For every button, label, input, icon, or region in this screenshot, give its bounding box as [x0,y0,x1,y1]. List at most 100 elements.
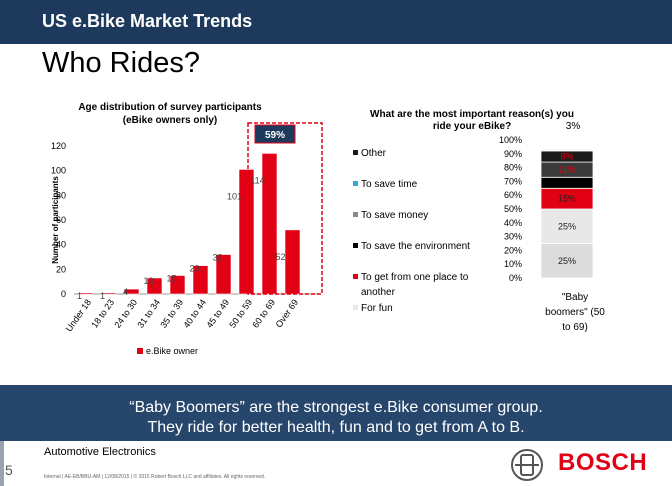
page-number: 5 [5,462,13,478]
key-finding-text: “Baby Boomers” are the strongest e.Bike … [0,398,672,438]
age-y-tick-3: 60 [56,215,66,225]
reason-legend-swatch-1 [353,181,358,186]
reason-segment-label-1: 25% [558,221,576,231]
reason-legend-label-1: To save time [361,179,418,190]
reason-segment-label-0: 25% [558,256,576,266]
reason-segment-0 [540,243,594,279]
age-y-tick-4: 80 [56,190,66,200]
age-distribution-chart: Age distribution of survey participants … [51,102,323,356]
reason-chart-data-labels: 25% 25% 15% 11% 8% [558,152,576,266]
age-y-tick-0: 0 [61,289,66,299]
header-title: US e.Bike Market Trends [42,11,253,31]
age-x-tick-9: Over 69 [274,297,301,329]
reason-y-tick-10: 100% [499,135,522,145]
bosch-logo-icon [511,449,543,481]
page-title: Who Rides? [42,47,200,79]
reason-segment-3 [540,176,594,189]
age-bar-7 [238,169,255,295]
reason-category-line-2: to 69) [562,322,588,333]
age-bar-label-5: 23 [189,264,199,274]
age-y-tick-2: 40 [56,240,66,250]
majority-highlight-box [247,122,323,295]
age-x-tick-0: Under 18 [64,297,93,333]
header-bar [0,0,672,44]
reason-legend-label-2: To save money [361,210,428,221]
reason-chart-legend: Other To save time To save money To save th… [353,148,470,314]
reason-legend-swatch-0 [353,150,358,155]
reason-legend-swatch-3 [353,243,358,248]
age-chart-bars [77,153,301,295]
reason-segment-label-2: 15% [558,194,576,204]
reason-segment-1 [540,208,594,244]
age-y-tick-1: 20 [56,264,66,274]
age-x-tick-8: 60 to 69 [250,297,277,329]
reason-legend-label-3: To save the environment [361,241,470,252]
age-bar-4 [169,275,186,295]
age-chart-title-line-1: Age distribution of survey participants [78,102,262,113]
reason-chart-y-ticks: 0% 10% 20% 30% 40% 50% 60% 70% 80% 90% 100% [499,135,522,283]
age-legend-label: e.Bike owner [146,346,198,356]
reason-y-tick-5: 50% [504,204,522,214]
reason-legend-swatch-4 [353,274,358,279]
majority-badge-label: 59% [265,130,285,141]
footer [0,441,672,486]
age-bar-label-0: 1 [77,291,82,301]
brand-name: BOSCH [558,449,648,476]
reason-y-tick-8: 80% [504,163,522,173]
age-chart-title-line-2: (eBike owners only) [123,115,217,126]
age-bar-0 [77,292,94,295]
age-bar-label-8: 114 [250,175,264,185]
age-bar-3 [146,277,163,295]
reason-top-label: 3% [566,121,581,132]
age-bar-label-6: 32 [212,253,222,263]
reason-legend-swatch-2 [353,212,358,217]
age-bar-2 [123,288,140,295]
reason-y-tick-0: 0% [509,273,522,283]
key-finding-banner [0,385,672,441]
reason-y-tick-9: 90% [504,149,522,159]
reason-y-tick-4: 40% [504,218,522,228]
footer-department: Automotive Electronics [44,446,156,458]
reason-y-tick-2: 20% [504,245,522,255]
reason-legend-swatch-5 [353,305,358,310]
reason-legend-label-5: For fun [361,303,393,314]
key-finding-line-1: “Baby Boomers” are the strongest e.Bike … [129,399,543,416]
age-chart-y-ticks: 0 20 40 60 80 100 120 [51,141,66,299]
age-bar-label-1: 1 [100,291,105,301]
reason-y-tick-6: 60% [504,190,522,200]
reason-chart-segments [540,150,594,279]
reason-segment-label-5: 8% [560,152,573,162]
reason-y-tick-3: 30% [504,232,522,242]
reason-segment-label-4: 11% [558,165,575,175]
age-bar-label-7: 101 [227,191,242,201]
age-bar-9 [284,229,301,295]
age-y-tick-6: 120 [51,141,66,151]
reason-y-tick-7: 70% [504,176,522,186]
footer-rule [0,441,4,486]
reason-legend-label-4-1: another [361,287,396,298]
age-legend-swatch [137,348,143,354]
age-bar-label-3: 13 [143,276,153,286]
age-bar-label-4: 15 [166,274,176,284]
reason-chart-title-line-1: What are the most important reason(s) yo… [370,109,574,120]
key-finding-line-2: They ride for better health, fun and to … [147,419,525,436]
reason-legend-label-0: Other [361,148,387,159]
age-bar-1 [100,292,117,295]
age-bar-label-9: 52 [275,252,285,262]
age-bar-label-2: 4 [123,287,128,297]
age-bar-5 [192,265,209,295]
reason-category-line-0: "Baby [562,292,588,303]
age-y-tick-5: 100 [51,166,66,176]
age-bar-6 [215,254,232,295]
reason-chart-category-label: "Baby boomers" (50 to 69) [545,292,605,333]
reasons-stacked-chart: What are the most important reason(s) yo… [353,109,605,333]
age-chart-y-axis-label: Number of participants [51,176,60,264]
reason-segment-5 [540,150,594,163]
reason-legend-label-4-0: To get from one place to [361,272,469,283]
reason-category-line-1: boomers" (50 [545,307,605,318]
reason-y-tick-1: 10% [504,259,522,269]
reason-chart-title-line-2: ride your eBike? [433,121,511,132]
footer-legal: Internal | AE-EB/BBU-AM | 12/08/2015 | ©… [44,474,266,480]
